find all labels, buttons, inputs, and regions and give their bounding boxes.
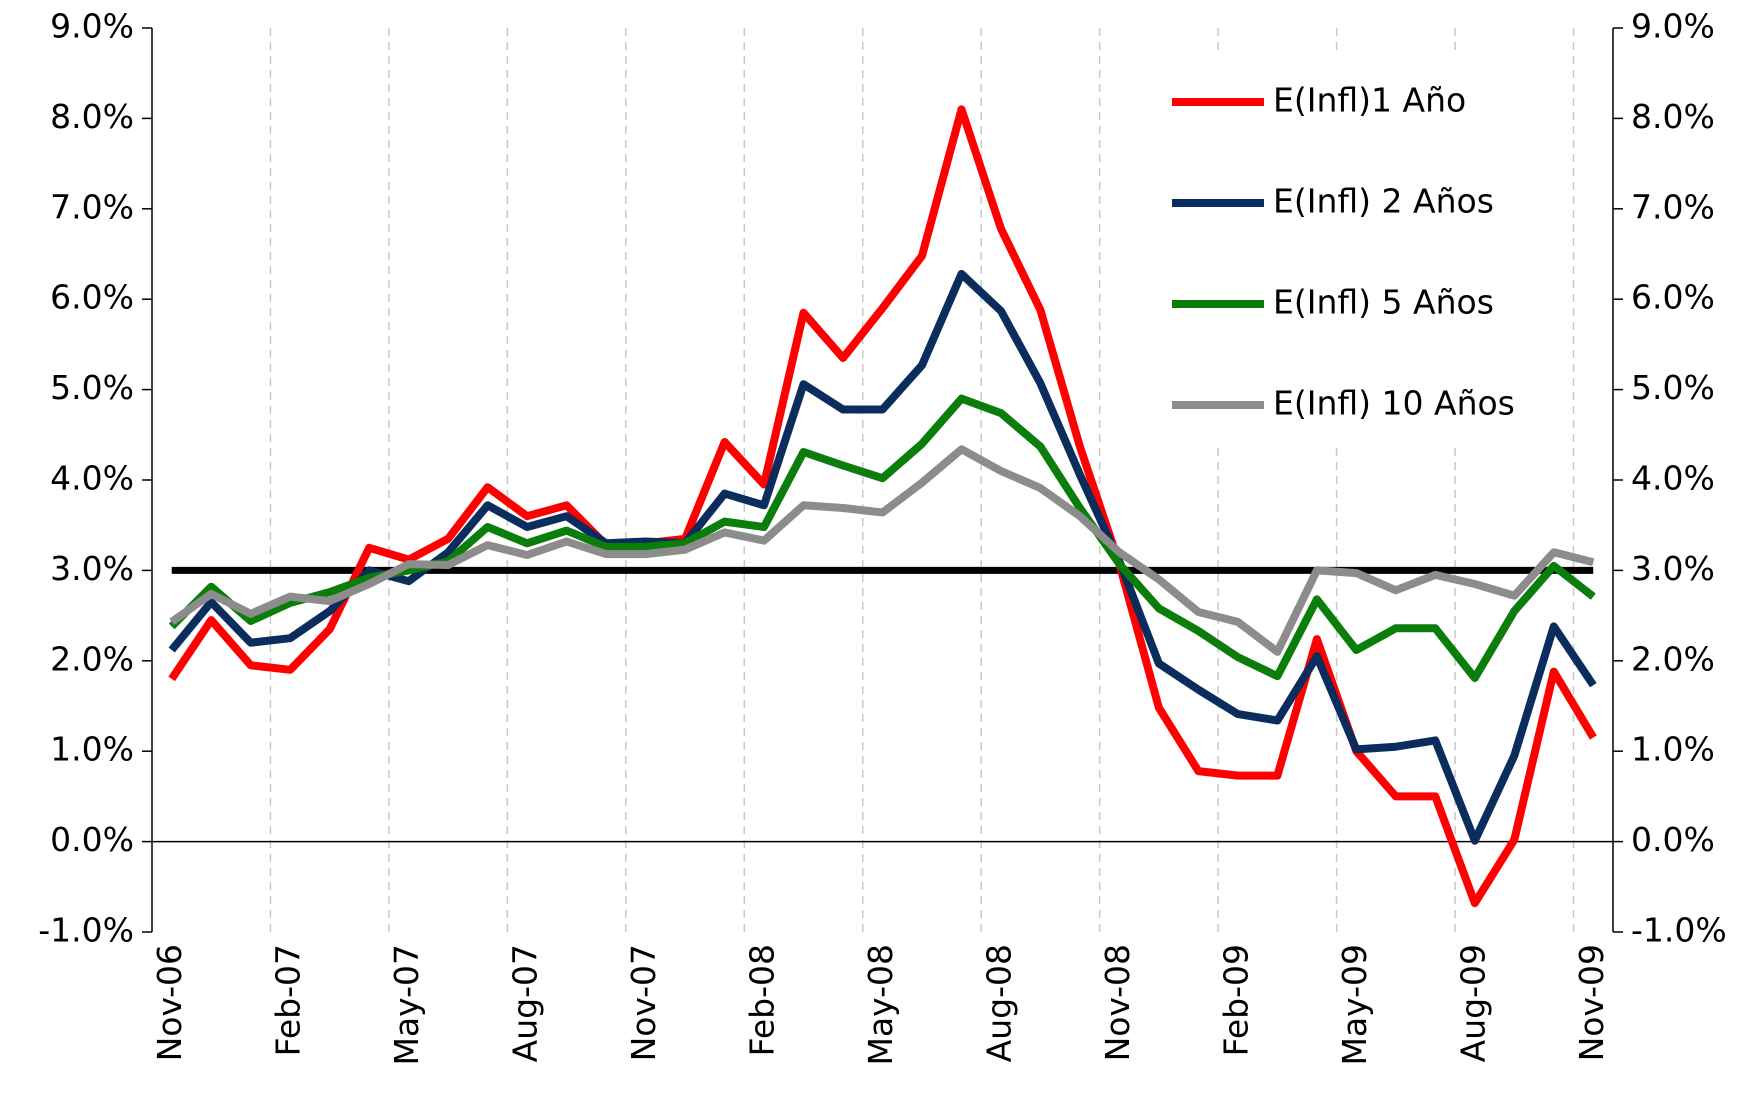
y-tick-label: -1.0% [38, 911, 134, 950]
y-tick-label: 5.0% [50, 368, 134, 407]
y-tick-label: 9.0% [50, 7, 134, 46]
x-tick-label: Nov-08 [1098, 944, 1137, 1061]
y-tick-label: 8.0% [50, 97, 134, 136]
x-tick-label: Nov-06 [150, 944, 189, 1061]
y2-tick-label: 1.0% [1631, 730, 1715, 769]
series-line [169, 445, 1595, 656]
y2-tick-label: -1.0% [1631, 911, 1727, 950]
x-tick-label: Nov-07 [624, 944, 663, 1061]
y-tick-label: 4.0% [50, 459, 134, 498]
x-tick-label: Aug-07 [506, 944, 545, 1062]
y2-tick-label: 9.0% [1631, 7, 1715, 46]
x-tick-label: May-08 [861, 944, 900, 1066]
x-tick-label: May-09 [1335, 944, 1374, 1066]
y-tick-label: 7.0% [50, 187, 134, 226]
series-line [168, 394, 1596, 682]
y2-tick-label: 5.0% [1631, 368, 1715, 407]
x-tick-label: Nov-09 [1572, 944, 1611, 1061]
legend-label: E(Infl) 5 Años [1273, 283, 1494, 322]
y2-tick-label: 0.0% [1631, 820, 1715, 859]
y-tick-label: 3.0% [50, 549, 134, 588]
legend-label: E(Infl) 2 Años [1273, 182, 1494, 221]
y2-tick-label: 2.0% [1631, 639, 1715, 678]
series-line [168, 269, 1597, 845]
x-tick-label: Feb-08 [743, 944, 782, 1056]
y-tick-label: 6.0% [50, 278, 134, 317]
legend-label: E(Infl)1 Año [1273, 81, 1466, 120]
legend-background [1152, 50, 1566, 445]
x-tick-label: Aug-09 [1453, 944, 1492, 1062]
x-tick-label: Aug-08 [979, 944, 1018, 1062]
y2-tick-label: 4.0% [1631, 459, 1715, 498]
y2-tick-label: 7.0% [1631, 187, 1715, 226]
x-tick-label: May-07 [387, 944, 426, 1066]
y2-tick-label: 6.0% [1631, 278, 1715, 317]
y2-tick-label: 8.0% [1631, 97, 1715, 136]
legend-label: E(Infl) 10 Años [1273, 384, 1515, 423]
x-tick-label: Feb-09 [1216, 944, 1255, 1056]
y-tick-label: 0.0% [50, 820, 134, 859]
x-tick-label: Feb-07 [269, 944, 308, 1056]
y-tick-label: 2.0% [50, 639, 134, 678]
y-tick-label: 1.0% [50, 730, 134, 769]
y2-tick-label: 3.0% [1631, 549, 1715, 588]
